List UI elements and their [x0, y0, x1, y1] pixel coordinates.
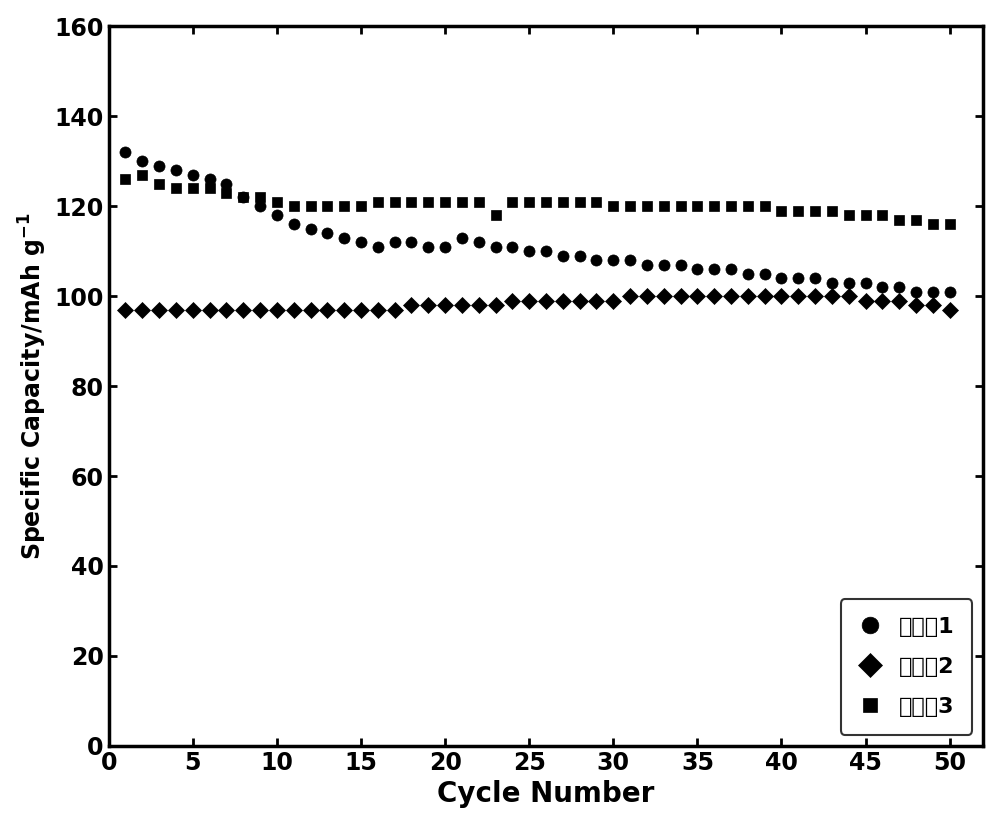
X-axis label: Cycle Number: Cycle Number — [437, 780, 655, 808]
Legend: 实施例1, 实施例2, 实施例3: 实施例1, 实施例2, 实施例3 — [841, 599, 972, 735]
Y-axis label: Specific Capacity/mAh g$^{-1}$: Specific Capacity/mAh g$^{-1}$ — [17, 212, 49, 559]
